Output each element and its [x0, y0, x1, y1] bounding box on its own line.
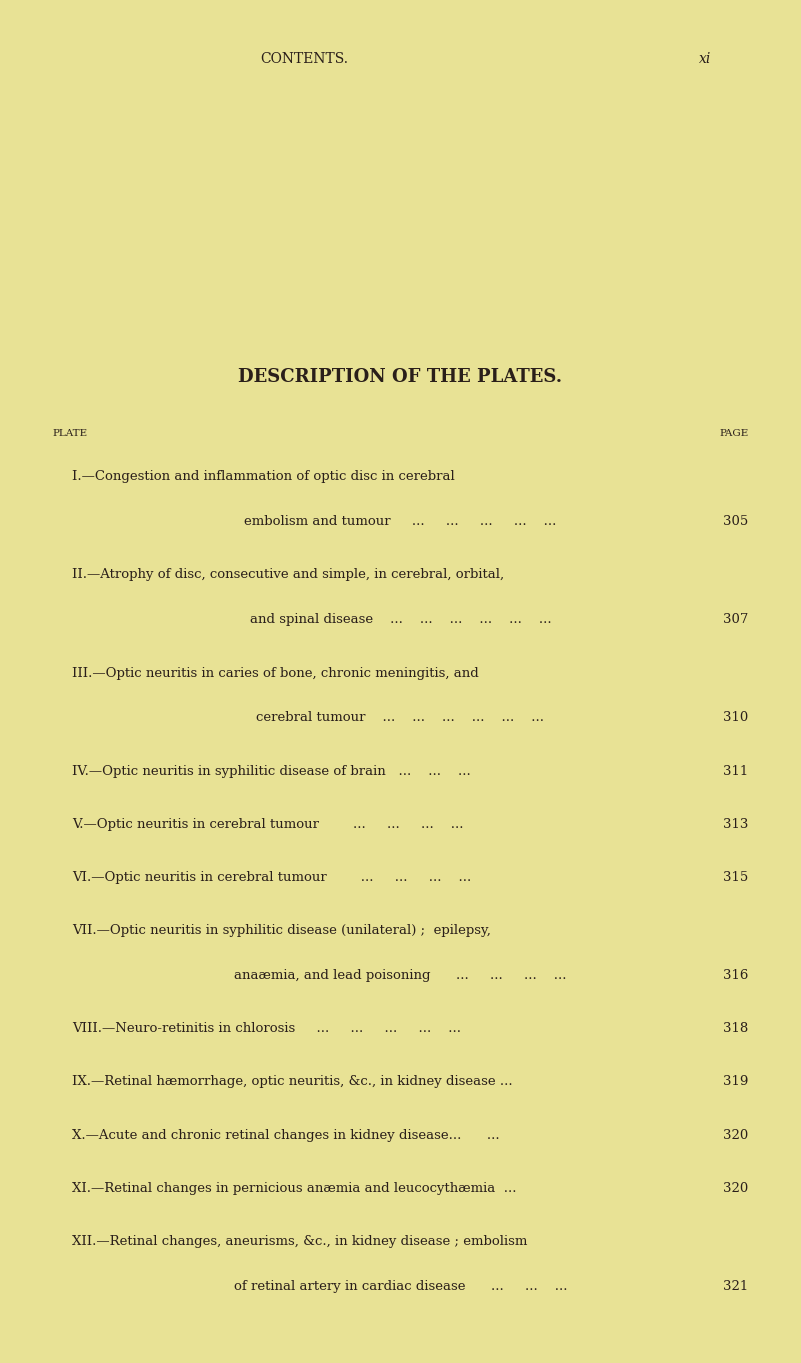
Text: VII.—Optic neuritis in syphilitic disease (unilateral) ;  epilepsy,: VII.—Optic neuritis in syphilitic diseas… [72, 924, 491, 938]
Text: 305: 305 [723, 515, 748, 529]
Text: IV.—Optic neuritis in syphilitic disease of brain   ...    ...    ...: IV.—Optic neuritis in syphilitic disease… [72, 765, 471, 778]
Text: cerebral tumour    ...    ...    ...    ...    ...    ...: cerebral tumour ... ... ... ... ... ... [256, 711, 545, 725]
Text: 310: 310 [723, 711, 748, 725]
Text: 313: 313 [723, 818, 748, 831]
Text: III.—Optic neuritis in caries of bone, chronic meningitis, and: III.—Optic neuritis in caries of bone, c… [72, 667, 479, 680]
Text: XII.—Retinal changes, aneurisms, &c., in kidney disease ; embolism: XII.—Retinal changes, aneurisms, &c., in… [72, 1235, 528, 1249]
Text: CONTENTS.: CONTENTS. [260, 52, 348, 65]
Text: 320: 320 [723, 1129, 748, 1142]
Text: DESCRIPTION OF THE PLATES.: DESCRIPTION OF THE PLATES. [239, 368, 562, 386]
Text: 316: 316 [723, 969, 748, 983]
Text: 311: 311 [723, 765, 748, 778]
Text: anaæmia, and lead poisoning      ...     ...     ...    ...: anaæmia, and lead poisoning ... ... ... … [234, 969, 567, 983]
Text: PAGE: PAGE [719, 429, 749, 439]
Text: XI.—Retinal changes in pernicious anæmia and leucocythæmia  ...: XI.—Retinal changes in pernicious anæmia… [72, 1182, 517, 1195]
Text: V.—Optic neuritis in cerebral tumour        ...     ...     ...    ...: V.—Optic neuritis in cerebral tumour ...… [72, 818, 464, 831]
Text: IX.—Retinal hæmorrhage, optic neuritis, &c., in kidney disease ...: IX.—Retinal hæmorrhage, optic neuritis, … [72, 1075, 513, 1089]
Text: 315: 315 [723, 871, 748, 885]
Text: 321: 321 [723, 1280, 748, 1293]
Text: xi: xi [698, 52, 711, 65]
Text: VI.—Optic neuritis in cerebral tumour        ...     ...     ...    ...: VI.—Optic neuritis in cerebral tumour ..… [72, 871, 471, 885]
Text: 319: 319 [723, 1075, 748, 1089]
Text: I.—Congestion and inflammation of optic disc in cerebral: I.—Congestion and inflammation of optic … [72, 470, 455, 484]
Text: embolism and tumour     ...     ...     ...     ...    ...: embolism and tumour ... ... ... ... ... [244, 515, 557, 529]
Text: X.—Acute and chronic retinal changes in kidney disease...      ...: X.—Acute and chronic retinal changes in … [72, 1129, 500, 1142]
Text: 318: 318 [723, 1022, 748, 1036]
Text: PLATE: PLATE [52, 429, 87, 439]
Text: and spinal disease    ...    ...    ...    ...    ...    ...: and spinal disease ... ... ... ... ... .… [250, 613, 551, 627]
Text: 320: 320 [723, 1182, 748, 1195]
Text: 307: 307 [723, 613, 748, 627]
Text: II.—Atrophy of disc, consecutive and simple, in cerebral, orbital,: II.—Atrophy of disc, consecutive and sim… [72, 568, 504, 582]
Text: of retinal artery in cardiac disease      ...     ...    ...: of retinal artery in cardiac disease ...… [234, 1280, 567, 1293]
Text: VIII.—Neuro-retinitis in chlorosis     ...     ...     ...     ...    ...: VIII.—Neuro-retinitis in chlorosis ... .… [72, 1022, 461, 1036]
